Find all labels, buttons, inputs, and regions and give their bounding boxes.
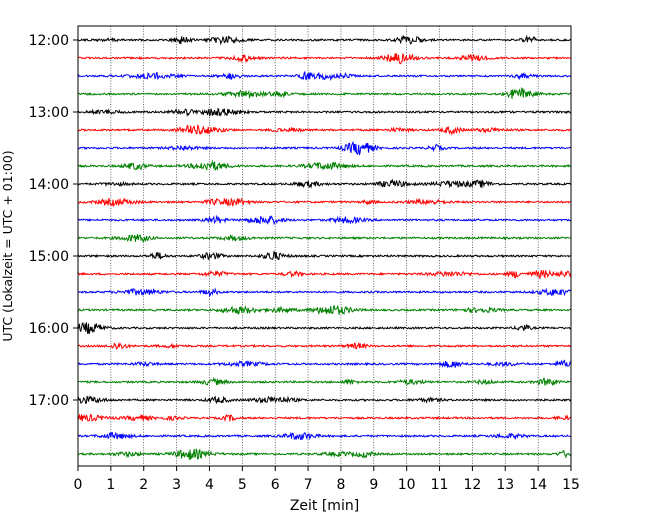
trace-17 — [77, 341, 572, 350]
y-tick-label-2: 14:00 — [29, 177, 69, 193]
trace-10 — [77, 214, 571, 226]
grid-lines — [110, 26, 539, 466]
trace-8 — [77, 178, 572, 189]
trace-13 — [77, 269, 572, 280]
x-tick-label-8: 8 — [336, 477, 345, 493]
y-axis-ticks: 12:00 13:00 14:00 15:00 16:00 17:00 — [29, 33, 78, 409]
trace-12 — [77, 250, 572, 261]
x-tick-label-2: 2 — [139, 477, 148, 493]
trace-18 — [77, 359, 572, 369]
x-tick-label-12: 12 — [463, 477, 481, 493]
trace-4 — [77, 107, 571, 117]
trace-2 — [77, 70, 572, 82]
trace-19 — [77, 376, 571, 387]
x-tick-label-11: 11 — [431, 477, 449, 493]
x-tick-label-13: 13 — [496, 477, 514, 493]
x-tick-label-15: 15 — [562, 477, 580, 493]
x-tick-label-1: 1 — [106, 477, 115, 493]
y-tick-label-4: 16:00 — [29, 321, 69, 337]
y-tick-label-5: 17:00 — [29, 393, 69, 409]
y-tick-label-1: 13:00 — [29, 105, 69, 121]
y-tick-label-0: 12:00 — [29, 33, 69, 49]
trace-20 — [77, 395, 572, 404]
x-tick-label-4: 4 — [205, 477, 214, 493]
y-axis-label: UTC (Lokalzeit = UTC + 01:00) — [0, 150, 15, 341]
plot-frame — [77, 25, 572, 467]
x-tick-label-0: 0 — [74, 477, 83, 493]
trace-6 — [77, 141, 571, 156]
x-axis-ticks: 0 1 2 3 4 5 6 7 8 9 10 11 12 13 14 15 — [74, 466, 580, 493]
trace-7 — [77, 159, 571, 172]
x-tick-label-7: 7 — [304, 477, 313, 493]
trace-14 — [77, 287, 571, 298]
trace-16 — [77, 322, 572, 335]
x-tick-label-5: 5 — [238, 477, 247, 493]
x-tick-label-10: 10 — [398, 477, 416, 493]
trace-15 — [77, 304, 572, 316]
y-tick-label-3: 15:00 — [29, 249, 69, 265]
trace-1 — [77, 52, 571, 65]
trace-11 — [77, 234, 571, 243]
traces — [77, 34, 572, 461]
x-axis-label: Zeit [min] — [290, 498, 359, 514]
trace-5 — [77, 124, 571, 136]
trace-22 — [77, 431, 572, 441]
x-tick-label-9: 9 — [369, 477, 378, 493]
trace-9 — [77, 197, 571, 208]
trace-23 — [77, 448, 572, 461]
trace-3 — [77, 86, 572, 99]
trace-0 — [77, 34, 571, 46]
x-tick-label-6: 6 — [271, 477, 280, 493]
x-tick-label-3: 3 — [172, 477, 181, 493]
trace-21 — [77, 413, 571, 423]
x-tick-label-14: 14 — [529, 477, 547, 493]
